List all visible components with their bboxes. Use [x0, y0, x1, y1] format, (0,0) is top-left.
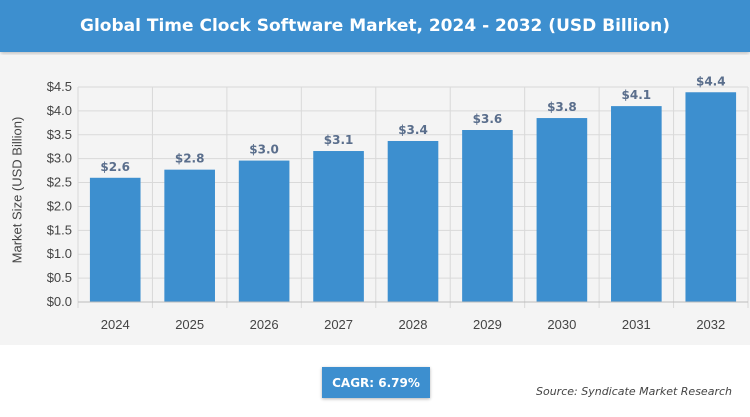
bar-value-label: $3.8 [547, 100, 577, 114]
bar [313, 151, 364, 302]
bar-value-label: $2.8 [175, 152, 205, 166]
bar [387, 140, 439, 302]
bar [611, 106, 662, 302]
bar [164, 169, 215, 302]
bar-value-label: $3.4 [398, 123, 428, 137]
y-tick-label: $1.0 [47, 246, 72, 261]
x-tick-label: 2030 [547, 317, 576, 332]
x-tick-label: 2024 [101, 317, 130, 332]
x-tick-label: 2027 [324, 317, 353, 332]
bar-value-label: $3.6 [473, 112, 503, 126]
y-axis-label: Market Size (USD Billion) [9, 116, 25, 264]
y-tick-label: $0.0 [47, 294, 72, 309]
bar [462, 130, 513, 302]
bar-value-label: $3.1 [324, 133, 354, 147]
x-tick-label: 2032 [696, 317, 725, 332]
bar [89, 177, 141, 302]
y-tick-label: $3.0 [47, 151, 72, 166]
bar [536, 118, 588, 302]
x-tick-label: 2029 [473, 317, 502, 332]
y-tick-label: $1.5 [47, 222, 72, 237]
x-tick-label: 2028 [399, 317, 428, 332]
y-tick-label: $4.0 [47, 103, 72, 118]
cagr-badge: CAGR: 6.79% [322, 367, 430, 398]
x-tick-label: 2031 [622, 317, 651, 332]
bar-value-label: $4.1 [622, 88, 652, 102]
y-tick-label: $0.5 [47, 270, 72, 285]
bar-value-label: $2.6 [100, 160, 130, 174]
bar-value-label: $4.4 [696, 74, 726, 88]
y-tick-label: $2.0 [47, 198, 72, 213]
x-tick-label: 2026 [250, 317, 279, 332]
chart-title: Global Time Clock Software Market, 2024 … [0, 0, 750, 52]
bar-value-label: $3.0 [249, 143, 279, 157]
source-note: Source: Syndicate Market Research [536, 385, 732, 398]
y-tick-label: $4.5 [47, 79, 72, 94]
y-tick-label: $3.5 [47, 127, 72, 142]
bar [238, 160, 290, 302]
x-tick-label: 2025 [175, 317, 204, 332]
bar [685, 92, 737, 302]
y-tick-label: $2.5 [47, 175, 72, 190]
bar-chart: $0.0 $0.5 $1.0 $1.5 $2.0 $2.5 $3.0 $3.5 $4.0 $4.5… [47, 74, 749, 332]
chart-plot-area: $0.0 $0.5 $1.0 $1.5 $2.0 $2.5 $3.0 $3.5 $4.0 $4.5… [0, 55, 750, 345]
